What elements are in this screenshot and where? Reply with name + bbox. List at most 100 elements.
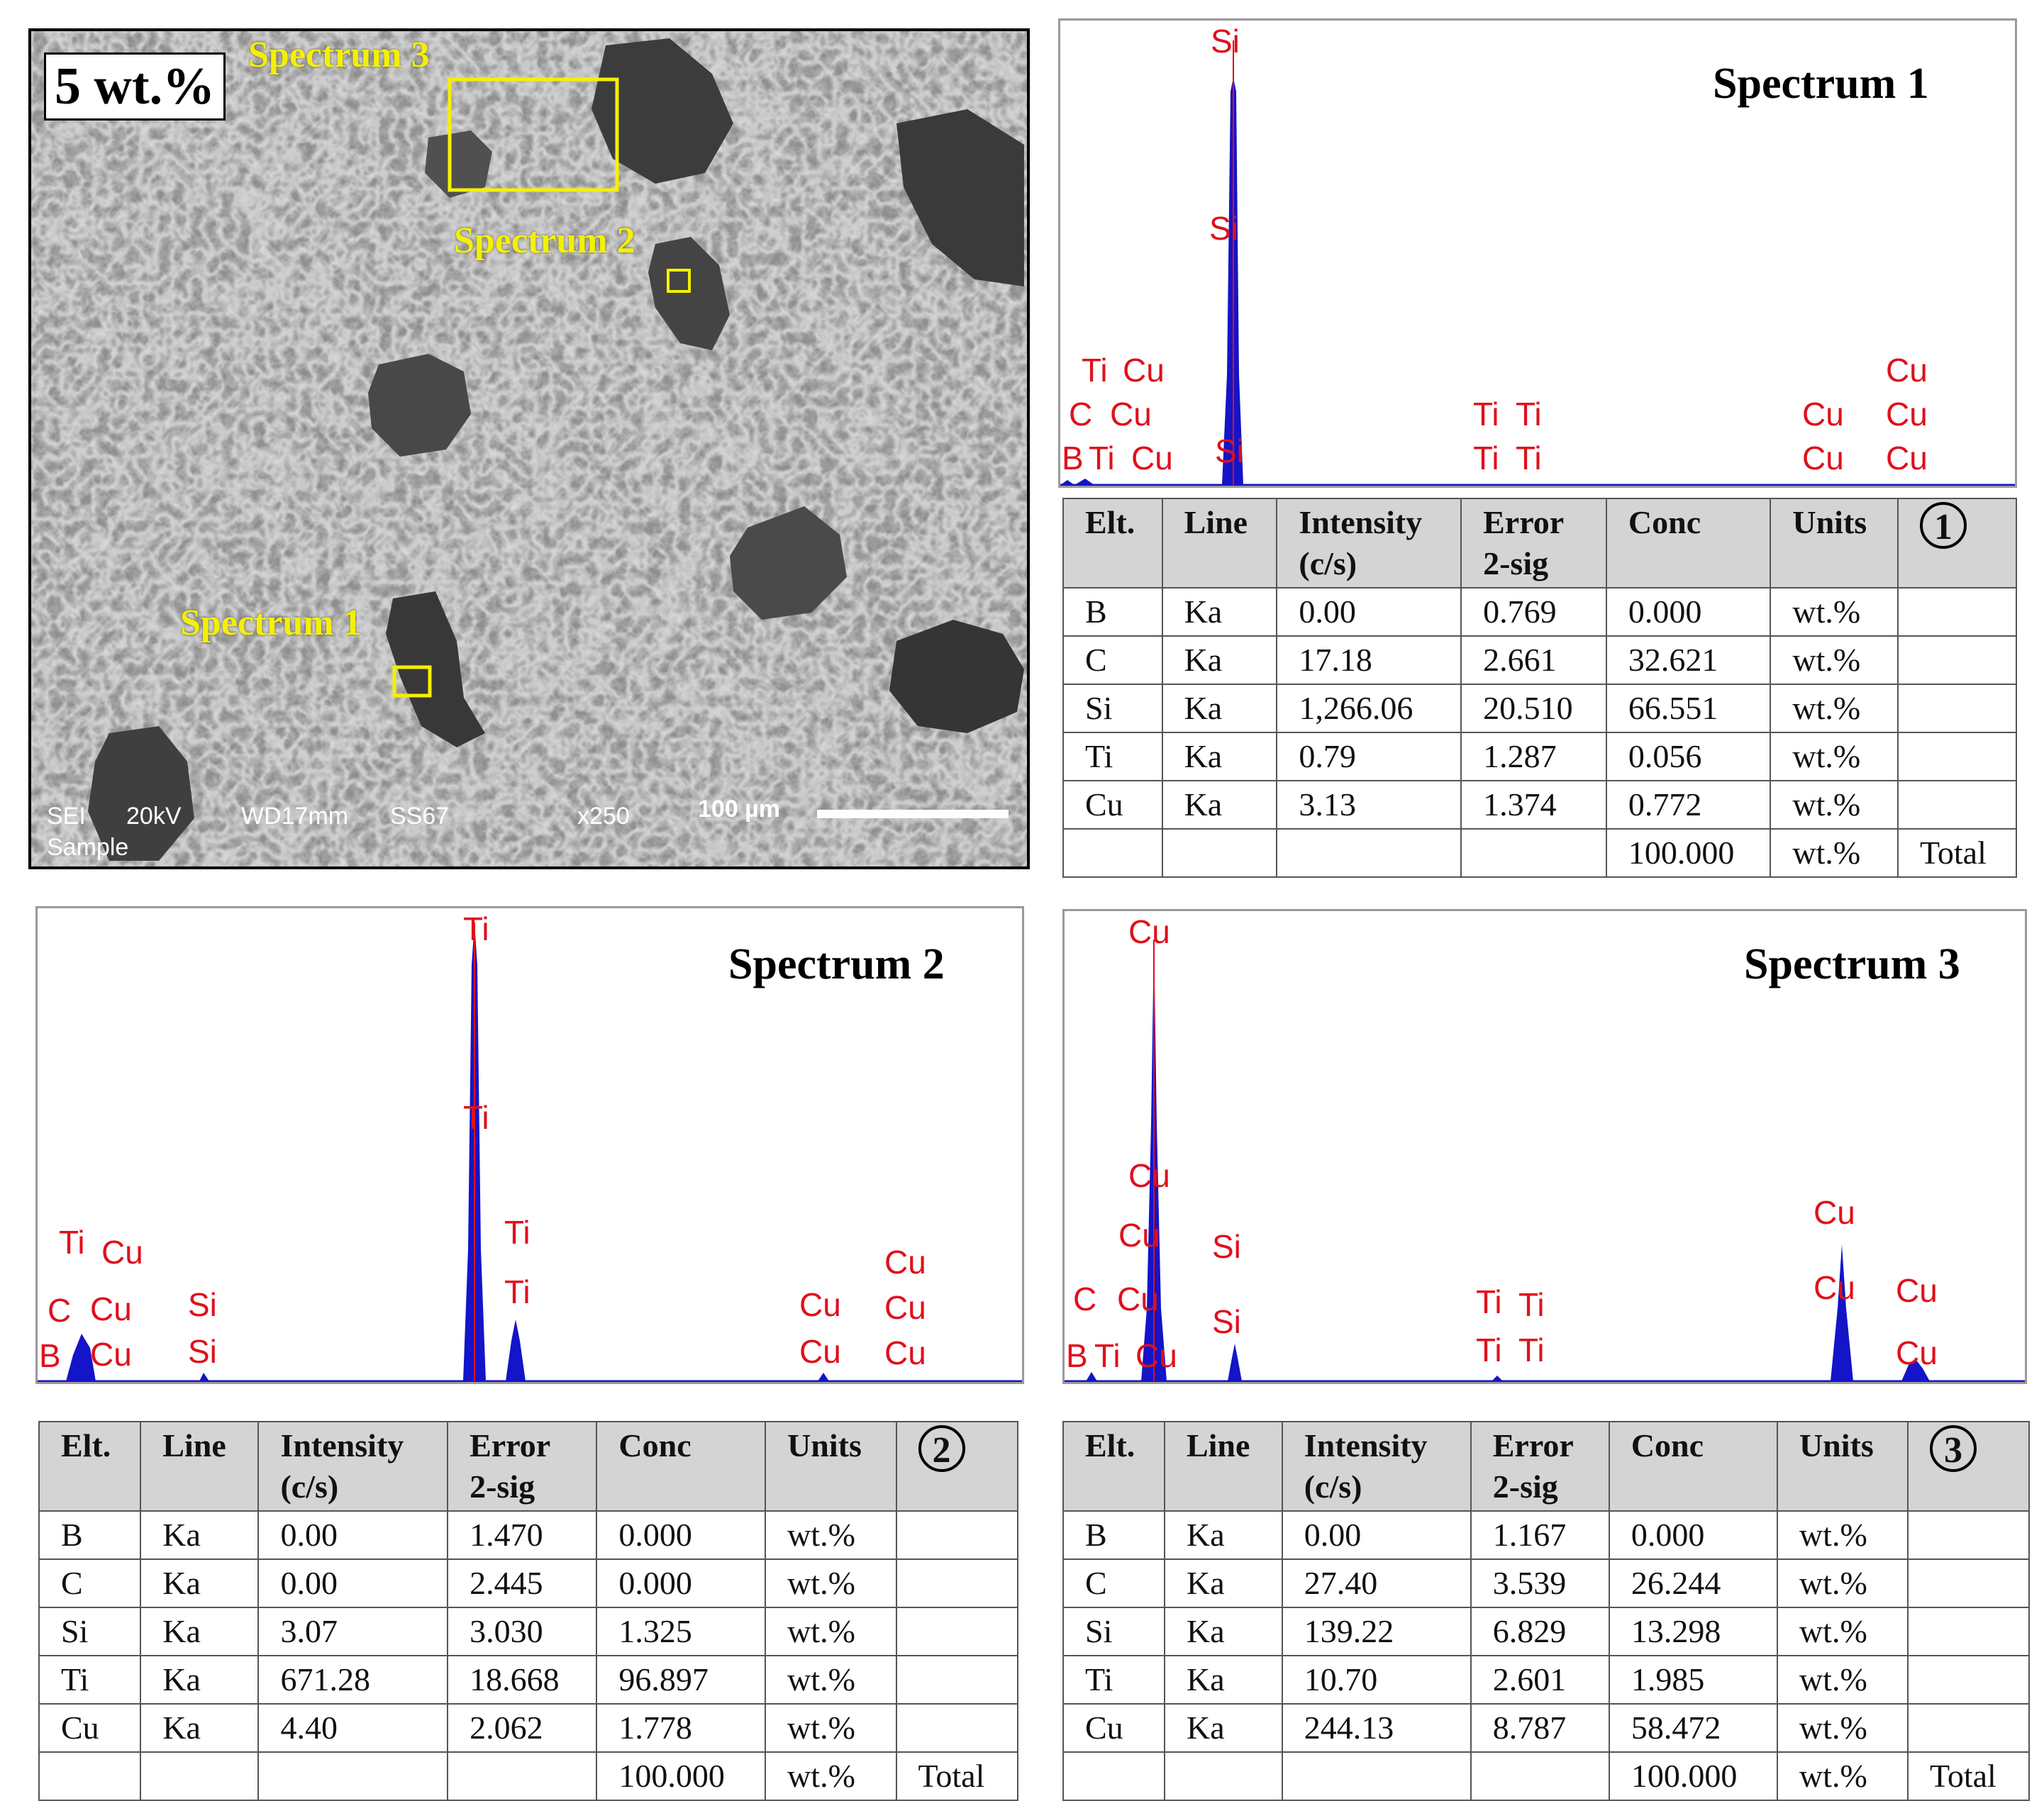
table-row: Si Ka 139.22 6.829 13.298 wt.% xyxy=(1062,1607,2031,1656)
col-units: Units xyxy=(1770,498,1899,589)
table-cell: Ka xyxy=(1161,587,1278,637)
table-row: Ti Ka 0.79 1.287 0.056 wt.% xyxy=(1062,732,2017,781)
table-cell xyxy=(1906,1510,2031,1560)
sem-voltage: 20kV xyxy=(126,803,182,830)
table-cell: wt.% xyxy=(1776,1751,1909,1801)
particle xyxy=(889,620,1024,733)
table-cell: 10.70 xyxy=(1281,1655,1472,1705)
particle xyxy=(425,130,492,198)
table-badge: 3 xyxy=(1929,1425,1977,1472)
peak-label: C xyxy=(1073,1281,1097,1317)
peak-label: Ti xyxy=(463,910,489,947)
results-table-3: Elt. Line Intensity (c/s) Error 2-sig Conc… xyxy=(1062,1421,2031,1801)
table-cell: Ka xyxy=(1163,1703,1283,1753)
table-cell xyxy=(1163,1751,1283,1801)
table-cell: 3.539 xyxy=(1470,1558,1610,1608)
table-cell: Ka xyxy=(1163,1655,1283,1705)
peak-label: Cu xyxy=(884,1244,926,1281)
peak-label: B xyxy=(1062,440,1084,476)
peak-label: Cu xyxy=(1802,396,1844,433)
particle xyxy=(368,354,471,457)
table-cell: wt.% xyxy=(1770,635,1899,685)
table-cell: 66.551 xyxy=(1605,684,1772,733)
table-cell: 0.000 xyxy=(1605,587,1772,637)
region-label-2: Spectrum 2 xyxy=(454,221,635,261)
particle xyxy=(648,237,730,350)
particle xyxy=(386,591,485,747)
table-cell: C xyxy=(38,1558,142,1608)
table-cell xyxy=(257,1751,449,1801)
table-cell: wt.% xyxy=(765,1751,897,1801)
table-cell: Ka xyxy=(1161,635,1278,685)
table-row: Cu Ka 244.13 8.787 58.472 wt.% xyxy=(1062,1703,2031,1753)
table-row: Cu Ka 4.40 2.062 1.778 wt.% xyxy=(38,1703,1019,1753)
peak-b-c xyxy=(66,1334,96,1381)
peak-label: Si xyxy=(1209,210,1238,247)
table-cell: 6.829 xyxy=(1470,1607,1610,1656)
table-cell xyxy=(1897,684,2017,733)
region-label-3: Spectrum 3 xyxy=(248,35,430,75)
table-cell xyxy=(1161,828,1278,878)
table-cell: 0.00 xyxy=(1276,587,1462,637)
table-cell: 0.769 xyxy=(1460,587,1607,637)
peak-label: Si xyxy=(188,1286,217,1323)
table-cell: 0.772 xyxy=(1605,780,1772,830)
table-cell: 0.79 xyxy=(1276,732,1462,781)
table-cell xyxy=(447,1751,598,1801)
sem-mag: x250 xyxy=(577,803,630,830)
peak-ti xyxy=(1492,1376,1503,1381)
peak-label: Si xyxy=(1215,433,1244,469)
table-cell: Ka xyxy=(1161,684,1278,733)
table-cell xyxy=(1470,1751,1610,1801)
table-badge-cell: 2 xyxy=(895,1421,1019,1512)
col-error: Error 2-sig xyxy=(1460,498,1607,589)
col-error: Error 2-sig xyxy=(447,1421,598,1512)
peak-label: C xyxy=(1069,396,1093,433)
table-cell: 1.985 xyxy=(1608,1655,1778,1705)
table-cell: Ka xyxy=(1163,1607,1283,1656)
table-cell: Si xyxy=(1062,684,1163,733)
table-cell: 1.778 xyxy=(596,1703,767,1753)
col-conc: Conc xyxy=(596,1421,767,1512)
table-cell: 18.668 xyxy=(447,1655,598,1705)
peak-label: Si xyxy=(188,1333,217,1370)
table-cell: 3.030 xyxy=(447,1607,598,1656)
peak-label: Cu xyxy=(90,1290,132,1327)
table-cell: Total xyxy=(1897,828,2017,878)
table-cell: 0.000 xyxy=(1608,1510,1778,1560)
col-intensity: Intensity (c/s) xyxy=(257,1421,449,1512)
col-conc: Conc xyxy=(1605,498,1772,589)
table-cell xyxy=(1062,828,1163,878)
peak-noise xyxy=(1060,479,1094,485)
table-cell: Ka xyxy=(1161,780,1278,830)
spectrum-3-plot xyxy=(1065,939,2025,1382)
table-cell: 3.13 xyxy=(1276,780,1462,830)
table-cell: 0.00 xyxy=(1281,1510,1472,1560)
peak-label: Ti xyxy=(1518,1286,1545,1323)
table-cell: 2.601 xyxy=(1470,1655,1610,1705)
col-line: Line xyxy=(140,1421,260,1512)
peak-si xyxy=(1228,1344,1242,1381)
peak-label: Ti xyxy=(463,1099,489,1136)
peak-label: Cu xyxy=(1135,1337,1177,1374)
peak-label: Ti xyxy=(504,1273,531,1310)
table-cell: 1.325 xyxy=(596,1607,767,1656)
table-cell: 27.40 xyxy=(1281,1558,1472,1608)
table-cell xyxy=(895,1703,1019,1753)
table-badge-cell: 1 xyxy=(1897,498,2017,589)
peak-label: Ti xyxy=(1476,1283,1502,1320)
table-row: B Ka 0.00 1.470 0.000 wt.% xyxy=(38,1510,1019,1560)
table-cell: 8.787 xyxy=(1470,1703,1610,1753)
table-cell: wt.% xyxy=(1776,1655,1909,1705)
table-cell: Ti xyxy=(1062,732,1163,781)
table-cell: Ka xyxy=(140,1510,260,1560)
sem-sample: Sample xyxy=(47,834,129,861)
table-cell xyxy=(1897,732,2017,781)
peak-label: Ti xyxy=(1516,396,1542,433)
peak-label: Ti xyxy=(1473,440,1499,476)
peak-label: Si xyxy=(1211,23,1240,60)
table-cell xyxy=(1460,828,1607,878)
peak-ti-kb xyxy=(506,1320,526,1381)
sem-texture xyxy=(31,31,1027,866)
table-cell: wt.% xyxy=(765,1510,897,1560)
